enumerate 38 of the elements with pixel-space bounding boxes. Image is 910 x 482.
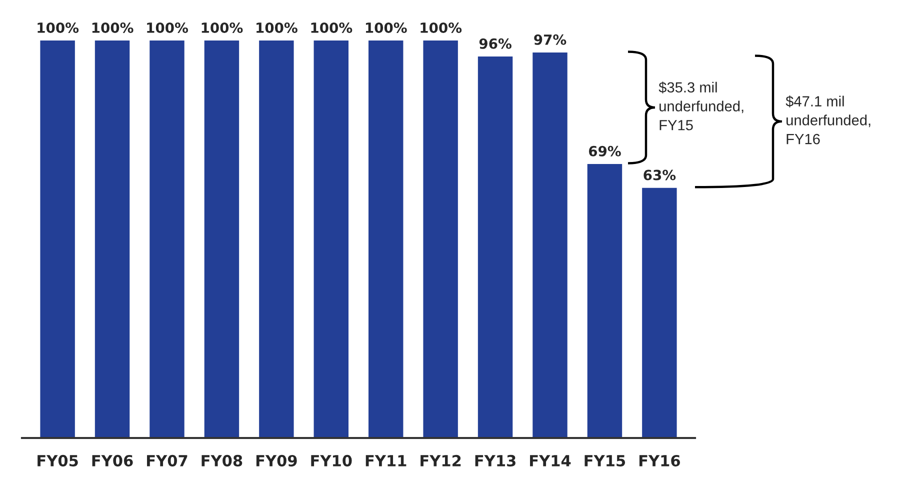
x-tick-label: FY15 xyxy=(584,455,626,466)
text: $47.1 mil underfunded, FY16 xyxy=(786,96,870,144)
data-label: 100% xyxy=(366,22,407,33)
data-label: 100% xyxy=(92,22,134,33)
x-tick-label: FY05 xyxy=(38,454,78,466)
data-label: 100% xyxy=(420,22,462,33)
bar xyxy=(38,39,76,438)
bar xyxy=(476,55,514,438)
data-label: 97% xyxy=(534,34,566,45)
x-tick-label: FY12 xyxy=(420,454,461,466)
x-tick-label: FY09 xyxy=(256,454,297,466)
data-label: 100% xyxy=(256,22,298,33)
x-tick-label: FY06 xyxy=(92,454,133,466)
bar xyxy=(258,39,296,438)
data-label: 69% xyxy=(588,146,621,156)
x-tick-label: FY08 xyxy=(202,454,242,466)
bar xyxy=(422,39,460,438)
data-label: 100% xyxy=(38,22,79,33)
data-label: 63% xyxy=(644,170,676,180)
annotation: $35.3 mil underfunded, FY15 xyxy=(658,82,744,130)
x-tick-label: FY10 xyxy=(311,454,352,466)
x-tick-label: FY16 xyxy=(639,454,680,466)
data-label: 100% xyxy=(202,22,243,33)
bar xyxy=(367,39,405,438)
bar xyxy=(148,39,186,438)
data-label: 100% xyxy=(311,22,352,33)
bar xyxy=(312,39,350,438)
bar xyxy=(94,39,132,438)
bar xyxy=(586,162,624,438)
data-label: 100% xyxy=(147,22,188,33)
x-tick-label: FY13 xyxy=(475,454,516,466)
x-tick-label: FY07 xyxy=(147,454,188,466)
bar xyxy=(640,186,678,438)
bar xyxy=(531,51,569,438)
x-tick-label: FY11 xyxy=(366,455,406,466)
x-tick-label: FY14 xyxy=(530,455,571,466)
data-label: 96% xyxy=(479,38,512,49)
bar xyxy=(202,39,240,438)
